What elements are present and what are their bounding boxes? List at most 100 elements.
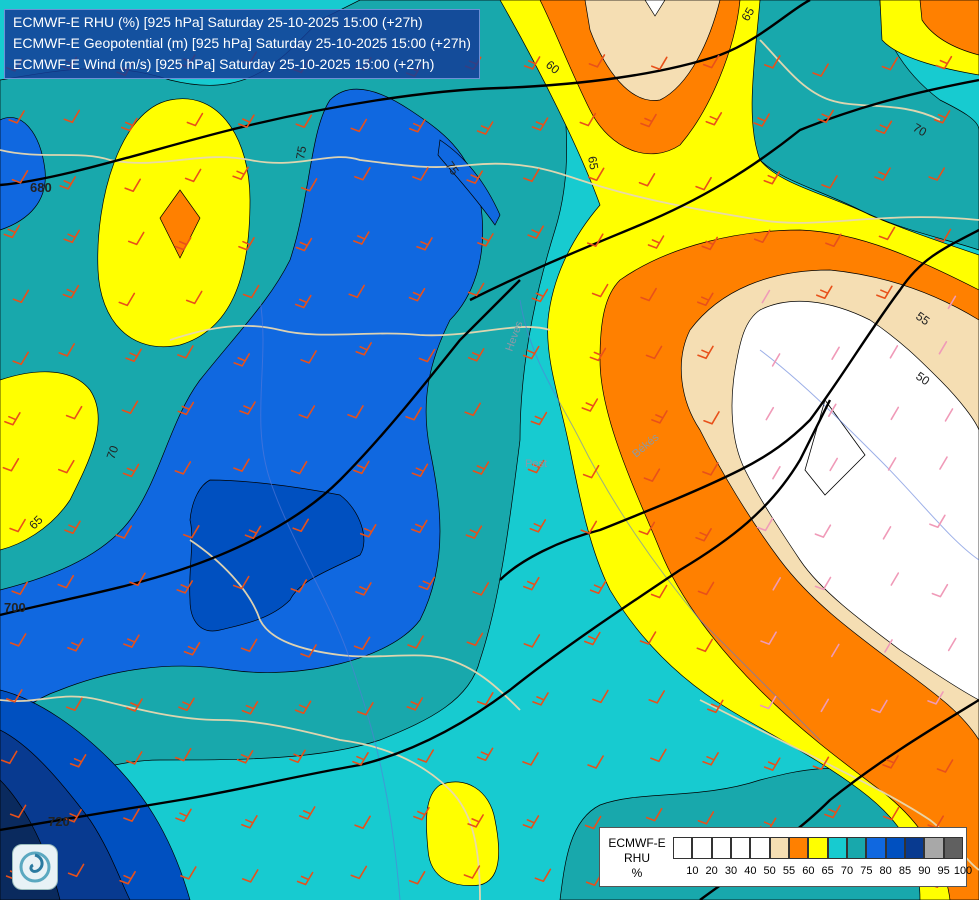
wind-barb xyxy=(587,167,605,181)
wind-barb xyxy=(67,863,85,878)
wind-barb xyxy=(527,459,545,474)
wind-barb xyxy=(241,701,259,715)
wind-barb xyxy=(174,461,192,475)
wind-barb xyxy=(127,231,145,246)
wind-barb xyxy=(185,290,203,305)
wind-barb xyxy=(648,690,665,704)
wind-barb xyxy=(874,167,891,181)
wind-barb xyxy=(412,167,429,181)
wind-barb xyxy=(472,582,490,596)
wind-barb xyxy=(467,814,484,828)
wind-barb xyxy=(123,634,140,648)
legend-ticks: 10 20 30 40 50 55 60 65 70 75 80 85 90 95 100 xyxy=(673,865,972,879)
wind-barb xyxy=(643,468,661,482)
rhu-60-65-left-edge xyxy=(0,371,99,551)
wind-barb xyxy=(241,815,258,829)
rhu-55-60-diamond xyxy=(159,189,201,259)
wind-barb xyxy=(934,228,952,243)
wind-barb xyxy=(4,412,21,426)
wind-barb xyxy=(592,689,609,704)
legend-title-variable: RHU xyxy=(624,851,650,865)
legend-swatch xyxy=(692,837,712,859)
wind-barb xyxy=(651,56,668,70)
wind-barb xyxy=(638,173,656,187)
map-title-box: ECMWF-E RHU (%) [925 hPa] Saturday 25-10… xyxy=(4,9,480,79)
wind-barb xyxy=(703,411,720,425)
wind-barb xyxy=(878,226,896,241)
legend-swatch xyxy=(846,837,867,859)
wind-barb xyxy=(887,457,897,471)
wind-barb xyxy=(296,871,314,886)
wind-barb xyxy=(584,815,602,830)
wind-barb xyxy=(523,576,540,591)
wind-barb xyxy=(239,401,256,415)
title-wind: ECMWF-E Wind (m/s) [925 hPa] Saturday 25… xyxy=(13,56,435,72)
wind-barb xyxy=(697,292,714,306)
wind-barb xyxy=(463,865,481,879)
wind-barb xyxy=(295,237,313,252)
rhu-below-50-region-east xyxy=(731,300,979,701)
legend-swatch xyxy=(866,837,886,859)
wind-barb xyxy=(183,642,201,656)
wind-barb xyxy=(2,458,20,472)
legend-tick: 30 xyxy=(724,865,738,877)
wind-barb xyxy=(831,643,840,658)
legend-swatch xyxy=(769,837,789,859)
wind-barb xyxy=(354,815,371,829)
wind-barb xyxy=(465,525,483,539)
rhu-label-70-a: 70 xyxy=(911,120,930,139)
wind-barb xyxy=(884,639,893,653)
wind-barb xyxy=(647,235,665,249)
wind-barb xyxy=(177,401,195,416)
wind-barb xyxy=(350,118,368,133)
legend-swatch xyxy=(711,837,731,859)
geopotential-680-line xyxy=(0,0,811,187)
wind-barb xyxy=(697,345,714,360)
wind-barb xyxy=(765,406,775,421)
wind-barb xyxy=(300,350,317,364)
wind-barb xyxy=(523,634,541,648)
wind-barb xyxy=(300,178,318,192)
wind-barb xyxy=(466,632,484,647)
wind-barb xyxy=(121,117,138,132)
legend-swatch xyxy=(904,837,925,859)
wind-barb xyxy=(753,229,771,243)
wind-barb xyxy=(353,636,371,650)
wind-barb xyxy=(418,576,436,591)
wind-barb xyxy=(406,697,424,711)
wind-barb xyxy=(871,699,888,714)
wind-barb xyxy=(534,868,552,882)
wind-barb xyxy=(350,865,368,880)
wind-barb xyxy=(300,644,317,658)
wind-barb xyxy=(236,750,254,764)
wind-barb xyxy=(821,175,838,189)
wind-barb xyxy=(522,752,539,766)
wind-barb xyxy=(467,348,485,362)
wind-barb xyxy=(523,56,541,70)
wind-barb xyxy=(298,806,316,820)
wind-barb xyxy=(935,55,953,70)
wind-barb xyxy=(294,700,312,714)
wind-barb xyxy=(760,631,777,645)
wind-barb xyxy=(882,806,900,821)
wind-barb xyxy=(66,697,83,711)
legend-swatch xyxy=(788,837,809,859)
wind-barb xyxy=(763,757,781,771)
legend-title-unit: % xyxy=(631,866,643,880)
wind-barb xyxy=(240,638,258,653)
wind-barb xyxy=(829,457,838,472)
wind-barb xyxy=(408,287,426,302)
wind-barb xyxy=(587,233,604,247)
wind-barb xyxy=(354,167,371,181)
wind-barb xyxy=(825,233,842,247)
wind-barb xyxy=(477,692,494,706)
legend-title: ECMWF-E RHU % xyxy=(604,836,670,881)
wind-barb xyxy=(640,113,657,128)
logo-icon xyxy=(12,844,58,890)
wind-barb xyxy=(522,345,540,360)
wind-barb xyxy=(11,170,29,184)
wind-barb xyxy=(175,808,192,822)
place-label-pest: Pest xyxy=(525,458,547,470)
wind-barb xyxy=(939,456,948,470)
